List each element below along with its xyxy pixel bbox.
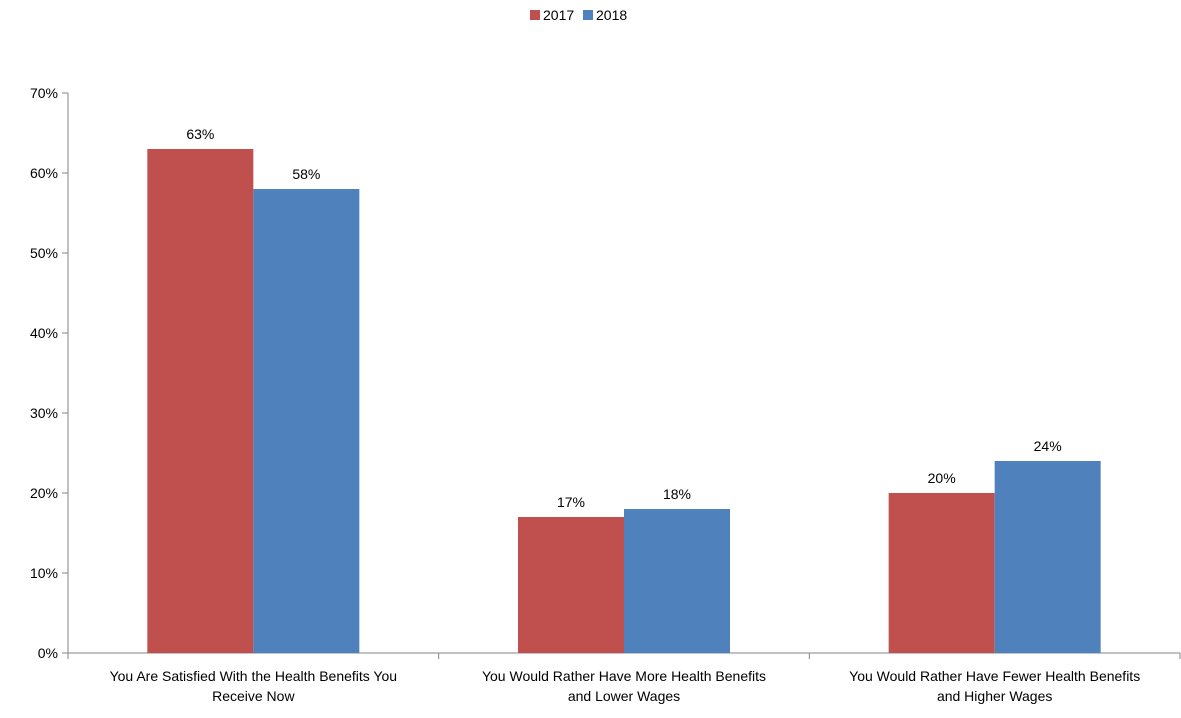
legend-swatch-2017 — [530, 10, 540, 20]
legend: 2017 2018 — [530, 7, 627, 23]
bars-group — [147, 149, 1101, 653]
y-tick-label: 50% — [30, 245, 58, 261]
bar-2017-2 — [888, 493, 995, 653]
y-tick-label: 0% — [38, 645, 58, 661]
x-category-label: You Are Satisfied With the Health Benefi… — [110, 668, 397, 704]
y-axis: 0% 10% 20% 30% 40% 50% 60% 70% — [30, 85, 69, 661]
data-label-2018-1: 18% — [663, 486, 691, 502]
bar-2018-0 — [253, 189, 360, 653]
data-label-2018-2: 24% — [1034, 438, 1062, 454]
x-category-label-line: and Lower Wages — [568, 688, 680, 704]
legend-label-2017: 2017 — [543, 7, 574, 23]
data-label-2017-1: 17% — [557, 494, 585, 510]
bar-2018-2 — [994, 461, 1101, 653]
x-category-label: You Would Rather Have Fewer Health Benef… — [849, 668, 1140, 704]
x-category-label-line: and Higher Wages — [937, 688, 1052, 704]
data-label-2017-0: 63% — [186, 126, 214, 142]
x-category-label-line: You Are Satisfied With the Health Benefi… — [110, 668, 397, 684]
legend-swatch-2018 — [583, 10, 593, 20]
legend-label-2018: 2018 — [596, 7, 627, 23]
data-labels-group: 63% 58% 17% 18% 20% 24% — [186, 126, 1061, 510]
y-tick-label: 10% — [30, 565, 58, 581]
y-tick-label: 60% — [30, 165, 58, 181]
bar-2017-0 — [147, 149, 254, 653]
bar-2017-1 — [518, 517, 624, 653]
x-category-label-line: You Would Rather Have Fewer Health Benef… — [849, 668, 1140, 684]
x-category-label-line: Receive Now — [212, 688, 295, 704]
y-tick-label: 30% — [30, 405, 58, 421]
data-label-2018-0: 58% — [292, 166, 320, 182]
x-category-label-line: You Would Rather Have More Health Benefi… — [482, 668, 766, 684]
bar-2018-1 — [624, 509, 730, 653]
data-label-2017-2: 20% — [928, 470, 956, 486]
y-tick-label: 70% — [30, 85, 58, 101]
y-tick-label: 40% — [30, 325, 58, 341]
x-category-label: You Would Rather Have More Health Benefi… — [482, 668, 766, 704]
x-axis: You Are Satisfied With the Health Benefi… — [67, 652, 1181, 704]
y-tick-label: 20% — [30, 485, 58, 501]
